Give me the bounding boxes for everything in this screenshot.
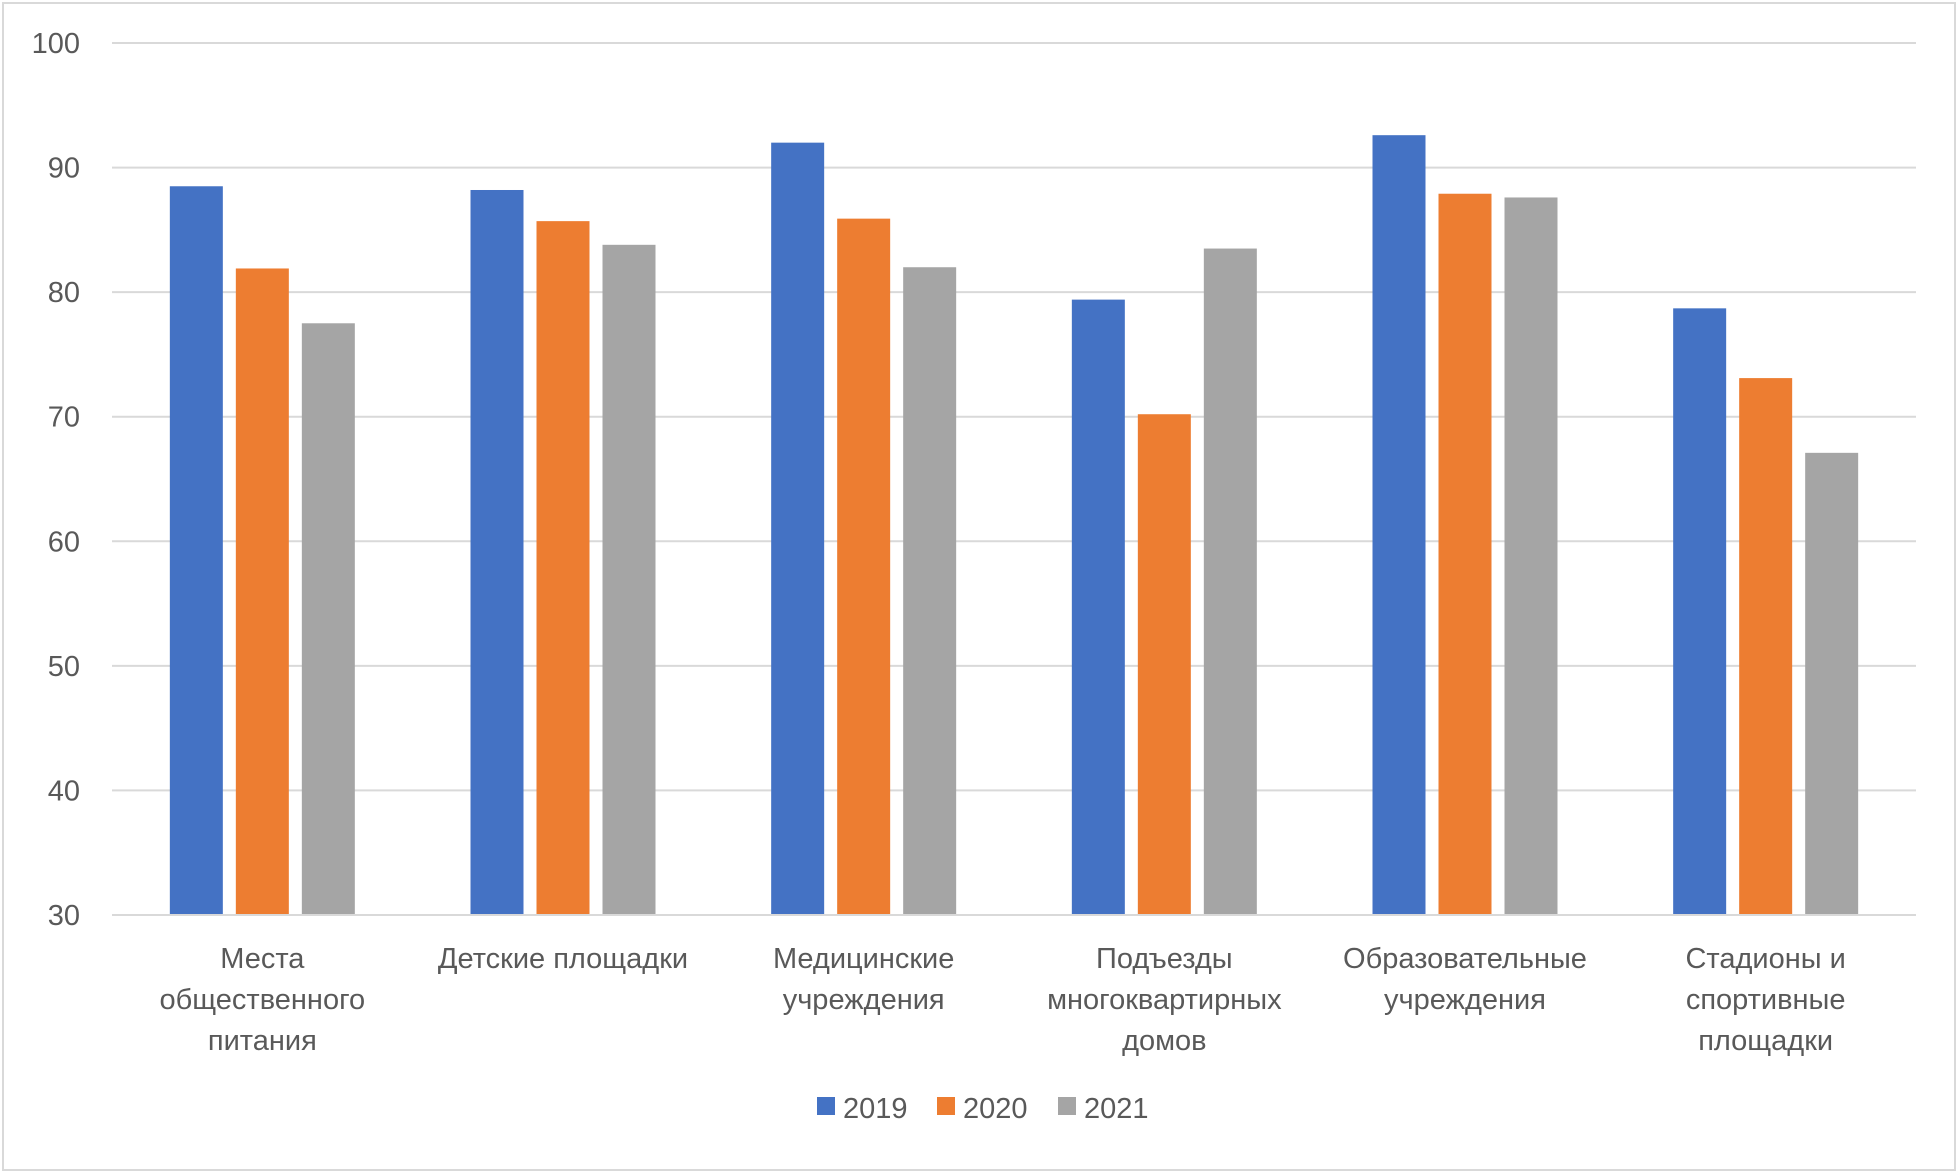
bar-2021-4 [1504,197,1558,915]
bar-2020-5 [1739,378,1793,915]
y-axis-tick-labels: 30 40 50 60 70 80 90 100 [32,28,80,932]
x-category-label-line: Образовательные [1343,943,1587,975]
bar-2020-4 [1438,193,1492,915]
bar-2019-0 [169,186,223,915]
y-tick-label-80: 80 [48,277,80,309]
bar-2019-2 [771,142,825,915]
x-category-label-line: питания [208,1025,317,1057]
bar-2021-2 [903,267,957,915]
x-category-label-line: учреждения [783,984,945,1016]
bar-2021-1 [602,244,656,915]
x-category-label-line: домов [1122,1025,1207,1057]
legend: 2019 2020 2021 [817,1093,1149,1125]
bar-2020-2 [837,218,891,915]
bar-2019-1 [470,189,524,916]
bars [169,135,1859,916]
x-category-label-line: многоквартирных [1047,984,1282,1016]
legend-swatch-2019 [817,1097,835,1115]
legend-swatch-2020 [937,1097,955,1115]
x-category-label-line: площадки [1698,1025,1833,1057]
x-category-label-line: Стадионы и [1685,943,1845,975]
y-tick-label-90: 90 [48,153,80,185]
legend-swatch-2021 [1058,1097,1076,1115]
x-category-label-0: Места общественного питания [160,943,366,1057]
bar-2021-0 [301,323,355,915]
gridlines [112,42,1916,792]
legend-label-2020: 2020 [963,1093,1028,1125]
x-category-label-2: Медицинские учреждения [773,943,954,1016]
x-category-label-line: Медицинские [773,943,954,975]
bar-2019-3 [1071,299,1125,915]
bar-2019-5 [1673,308,1727,915]
y-tick-label-60: 60 [48,526,80,558]
y-tick-label-40: 40 [48,775,80,807]
x-category-label-line: учреждения [1384,984,1546,1016]
legend-label-2021: 2021 [1084,1093,1149,1125]
x-category-label-line: Подъезды [1096,943,1233,975]
y-tick-label-50: 50 [48,651,80,683]
x-category-label-5: Стадионы и спортивные площадки [1685,943,1845,1057]
x-category-label-3: Подъезды многоквартирных домов [1047,943,1282,1057]
bar-2021-5 [1805,452,1859,915]
bar-2020-1 [536,221,590,915]
x-category-label-line: спортивные [1686,984,1846,1016]
bar-2020-0 [235,268,289,916]
legend-label-2019: 2019 [843,1093,908,1125]
x-axis-category-labels: Места общественного питания Детские площадк… [160,943,1846,1057]
y-tick-label-30: 30 [48,900,80,932]
x-category-label-1: Детские площадки [438,943,688,975]
y-tick-label-70: 70 [48,402,80,434]
x-category-label-line: общественного [160,984,366,1016]
x-category-label-line: Места [220,943,305,975]
bar-2021-3 [1203,248,1257,916]
x-category-label-4: Образовательные учреждения [1343,943,1587,1016]
y-tick-label-100: 100 [32,28,80,60]
bar-2019-4 [1372,135,1426,915]
x-category-label-line: Детские площадки [438,943,688,975]
bar-2020-3 [1137,414,1191,915]
